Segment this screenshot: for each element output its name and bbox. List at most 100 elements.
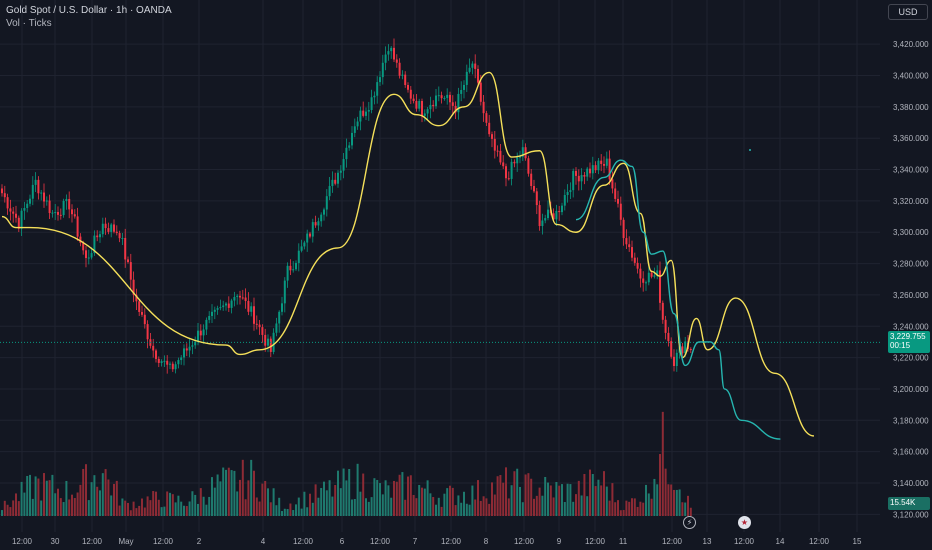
volume-bar	[446, 488, 449, 516]
volume-bar	[642, 502, 645, 516]
volume-bar	[356, 463, 359, 516]
candle-body	[239, 295, 241, 298]
volume-bar	[129, 510, 132, 516]
candle-body	[101, 223, 104, 235]
volume-bar	[440, 506, 443, 516]
candle-body	[667, 332, 670, 342]
volume-bar	[339, 488, 342, 516]
volume-bar	[194, 494, 197, 516]
volume-bar	[295, 504, 297, 516]
volume-bar	[163, 506, 166, 516]
candle-body	[127, 259, 129, 263]
candle-body	[68, 198, 71, 210]
marker-dot	[749, 149, 751, 151]
x-tick-label: May	[118, 537, 133, 546]
candle-body	[177, 360, 180, 365]
candle-body	[689, 348, 692, 350]
candle-body	[575, 170, 577, 176]
volume-bar	[454, 505, 457, 516]
volume-bar	[325, 490, 328, 516]
candle-body	[295, 262, 297, 270]
volume-bar	[510, 485, 513, 516]
volume-bar	[166, 491, 169, 516]
candle-body	[485, 113, 488, 123]
candle-body	[213, 309, 216, 312]
volume-bar	[432, 497, 435, 516]
volume-bar	[15, 493, 17, 516]
volume-bar	[59, 498, 62, 516]
volume-bar	[429, 493, 432, 516]
candle-body	[513, 161, 516, 164]
volume-bar	[370, 497, 373, 516]
currency-button[interactable]: USD	[888, 4, 928, 20]
candle-body	[594, 165, 597, 171]
y-tick-label: 3,140.000	[893, 479, 929, 488]
x-tick-label: 12:00	[370, 537, 391, 546]
candle-body	[258, 324, 261, 328]
volume-bar	[101, 473, 104, 516]
candle-body	[563, 195, 566, 206]
volume-bar	[197, 503, 199, 516]
volume-bar	[387, 485, 390, 516]
candle-body	[404, 74, 407, 85]
volume-bar	[337, 470, 339, 516]
volume-bar	[45, 480, 48, 516]
candle-body	[373, 95, 376, 98]
candle-body	[15, 213, 17, 218]
candle-body	[449, 94, 451, 103]
volume-bar	[20, 481, 23, 516]
volume-bar	[43, 473, 45, 516]
volume-bar	[261, 483, 264, 516]
volume-bar	[617, 500, 619, 516]
x-tick-label: 12:00	[441, 537, 462, 546]
candle-body	[281, 303, 283, 312]
volume-bar	[253, 470, 255, 516]
candle-body	[401, 74, 404, 76]
candle-body	[115, 231, 118, 234]
candle-body	[465, 71, 468, 85]
candle-body	[264, 334, 267, 346]
candle-body	[20, 210, 23, 229]
candle-body	[348, 145, 351, 148]
volume-bar	[401, 472, 404, 516]
x-tick-label: 12:00	[12, 537, 33, 546]
candle-body	[85, 250, 87, 259]
us-flag-icon[interactable]: ★	[738, 516, 751, 529]
candle-body	[474, 63, 477, 69]
candle-body	[185, 348, 188, 351]
x-tick-label: 6	[340, 537, 345, 546]
volume-bar	[561, 484, 563, 516]
volume-bar	[437, 497, 440, 516]
volume-bar	[569, 484, 572, 516]
volume-bar	[267, 488, 269, 516]
volume-bar	[656, 484, 659, 516]
candle-body	[143, 314, 146, 325]
volume-bar	[547, 482, 549, 516]
candle-body	[255, 323, 258, 325]
candle-body	[345, 147, 348, 160]
candle-body	[429, 104, 432, 110]
volume-bar	[121, 498, 124, 516]
y-tick-label: 3,260.000	[893, 291, 929, 300]
candle-body	[216, 308, 219, 310]
candle-body	[230, 300, 233, 308]
candle-body	[169, 363, 171, 365]
volume-bar	[185, 506, 188, 516]
x-tick-label: 12:00	[293, 537, 314, 546]
candle-body	[314, 222, 317, 226]
candle-body	[351, 132, 353, 146]
volume-bar	[342, 468, 345, 516]
lightning-icon[interactable]: ⚡	[683, 516, 696, 529]
candle-body	[54, 212, 57, 214]
candle-body	[26, 203, 29, 208]
candle-body	[381, 62, 384, 78]
volume-bar	[311, 502, 314, 516]
x-tick-label: 7	[413, 537, 418, 546]
volume-bar	[530, 478, 533, 516]
candle-body	[457, 93, 460, 113]
indicator-label[interactable]: Vol · Ticks	[6, 18, 52, 29]
candle-body	[208, 315, 211, 320]
candle-body	[468, 67, 471, 72]
candle-body	[328, 186, 331, 197]
